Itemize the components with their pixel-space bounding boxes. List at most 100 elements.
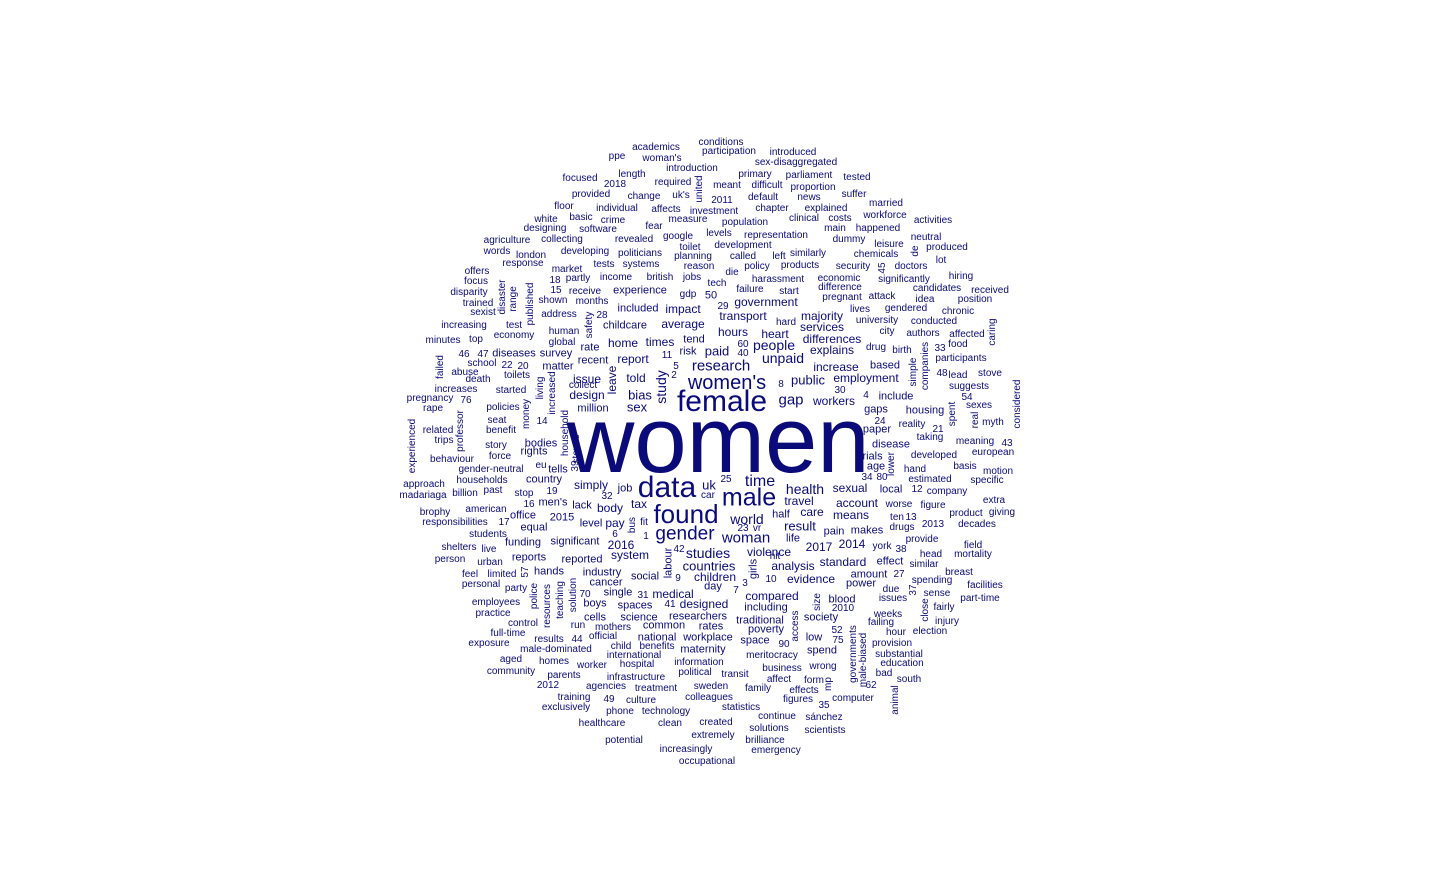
word-tells: tells	[548, 463, 568, 476]
word-experienced: experienced	[407, 418, 418, 474]
word-male-biased: male-biased	[858, 632, 869, 688]
word-23: 23	[737, 523, 749, 534]
word-75: 75	[832, 635, 844, 646]
word-90: 90	[778, 639, 790, 650]
word-society: society	[803, 611, 839, 624]
word-recent: recent	[577, 354, 609, 367]
word-7: 7	[733, 585, 739, 596]
word-day: day	[704, 580, 722, 593]
word-60: 60	[737, 339, 749, 350]
word-health: health	[785, 481, 825, 497]
word-software: software	[579, 224, 617, 235]
word-motion: motion	[982, 466, 1014, 477]
word-government: government	[734, 295, 798, 309]
word-de: de	[910, 245, 921, 257]
word-south: south	[896, 674, 922, 685]
word-harassment: harassment	[751, 274, 805, 285]
word-disaster: disaster	[497, 279, 508, 315]
word-attack: attack	[868, 291, 896, 302]
word-colleagues: colleagues	[685, 692, 733, 703]
word-approach: approach	[403, 479, 445, 490]
word-european: european	[971, 447, 1015, 458]
word-49: 49	[603, 694, 615, 705]
word-39: 39	[570, 460, 581, 472]
word-3: 3	[742, 578, 748, 589]
word-5: 5	[673, 361, 679, 372]
word-male-dominated: male-dominated	[520, 644, 592, 655]
word-means: means	[832, 508, 870, 522]
word-community: community	[486, 666, 536, 677]
word-london: london	[515, 250, 547, 261]
word-woman-s: woman's	[642, 153, 682, 164]
word-control: control	[507, 618, 539, 629]
word-pay: pay	[605, 516, 625, 530]
word-based: based	[870, 359, 900, 372]
word-public: public	[791, 372, 825, 388]
word-resources: resources	[542, 584, 553, 628]
word-issue: issue	[572, 372, 602, 386]
word-neutral: neutral	[910, 232, 942, 243]
word-employment: employment	[833, 371, 899, 385]
word-market: market	[551, 264, 583, 275]
word-living: living	[535, 376, 546, 400]
word-chapter: chapter	[755, 203, 789, 214]
word-cancer: cancer	[589, 576, 623, 589]
word-affect: affect	[766, 674, 792, 685]
word-continue: continue	[758, 711, 796, 722]
word-introduced: introduced	[769, 147, 817, 158]
word-full-time: full-time	[490, 628, 526, 639]
word-die: die	[725, 267, 739, 278]
word-injury: injury	[935, 616, 959, 627]
word-pregnancy: pregnancy	[406, 393, 454, 404]
word-increases: increases	[434, 384, 478, 395]
word-2013: 2013	[921, 519, 945, 530]
word-time: time	[744, 473, 776, 490]
word-food: food	[948, 339, 968, 350]
word-sexual: sexual	[832, 481, 868, 495]
word-including: including	[744, 601, 788, 614]
word-35: 35	[818, 700, 830, 711]
word-solutions: solutions	[749, 723, 789, 734]
word-united: united	[694, 175, 705, 203]
word-collecting: collecting	[541, 234, 583, 245]
word-common: common	[642, 619, 686, 632]
word-47: 47	[477, 349, 489, 360]
word-sexes: sexes	[965, 400, 993, 411]
word-31: 31	[637, 590, 649, 601]
word-treatment: treatment	[634, 683, 678, 694]
word-extremely: extremely	[691, 730, 735, 741]
word-evidence: evidence	[786, 572, 836, 586]
word-published: published	[525, 282, 536, 326]
word-force: force	[488, 451, 512, 462]
word-vr: vr	[752, 523, 762, 534]
word-people: people	[752, 337, 796, 353]
word-policy: policy	[744, 261, 770, 272]
word-minutes: minutes	[425, 335, 461, 346]
word-impact: impact	[665, 302, 701, 316]
word-gaps: gaps	[864, 403, 888, 416]
word-participants: participants	[935, 353, 987, 364]
word-disparity: disparity	[450, 287, 488, 298]
word-s-nchez: sánchez	[805, 712, 843, 723]
word-19: 19	[546, 486, 558, 497]
word-included: included	[617, 302, 659, 315]
word-21: 21	[932, 424, 944, 435]
word-significantly: significantly	[878, 274, 930, 285]
word-worse: worse	[885, 499, 913, 510]
word-hours: hours	[717, 325, 749, 339]
word-services: services	[799, 320, 845, 334]
word-children: children	[693, 570, 737, 584]
word-16: 16	[523, 499, 535, 510]
word-equal: equal	[520, 521, 548, 534]
word-45: 45	[877, 262, 888, 274]
word-sexist: sexist	[470, 307, 496, 318]
word-provide: provide	[905, 534, 939, 545]
word-seat: seat	[487, 415, 507, 426]
word-shelters: shelters	[441, 542, 477, 553]
word-difference: difference	[818, 282, 862, 293]
word-poverty: poverty	[747, 623, 785, 636]
word-aged: aged	[499, 654, 523, 665]
word-social: social	[630, 570, 660, 583]
word-test: test	[505, 320, 523, 331]
